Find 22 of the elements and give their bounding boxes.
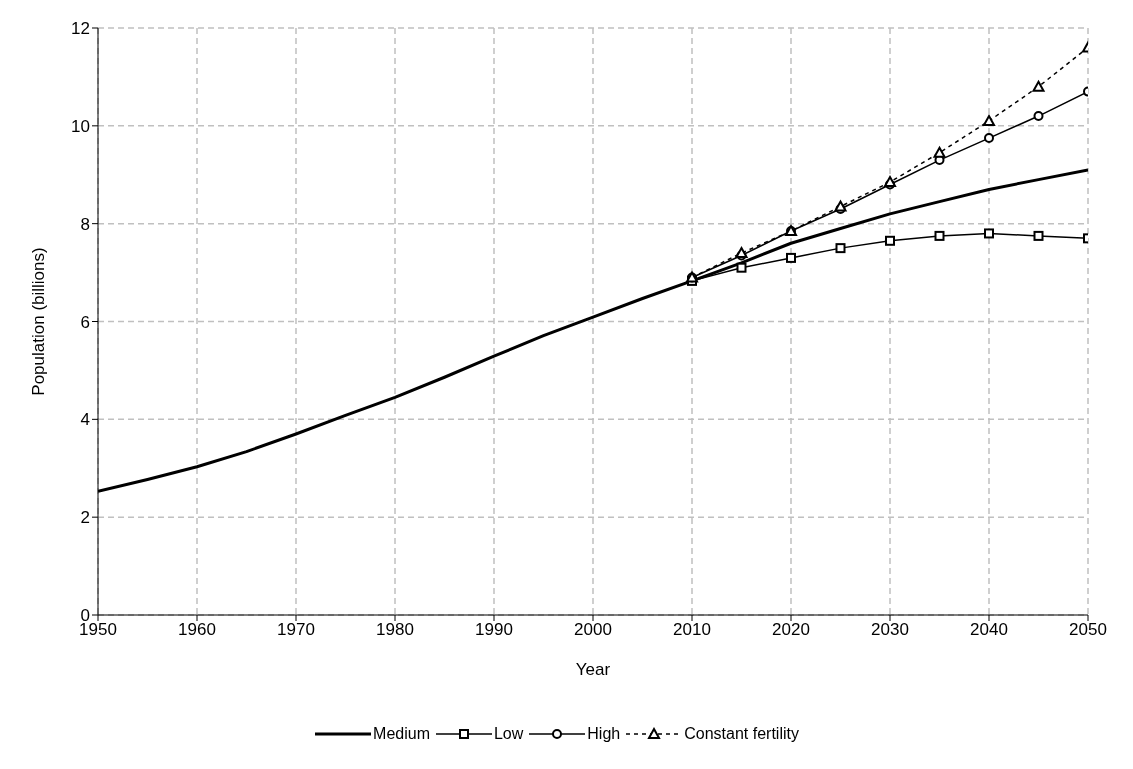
y-tick-label: 2 [80, 508, 90, 528]
legend-label: Low [493, 725, 524, 743]
legend-label: High [587, 725, 621, 743]
x-tick-label: 2000 [574, 620, 612, 640]
x-tick-label: 2030 [871, 620, 909, 640]
x-tick-label: 1990 [475, 620, 513, 640]
y-tick-label: 10 [71, 116, 90, 136]
y-tick-label: 8 [80, 214, 90, 234]
x-tick-label: 1980 [376, 620, 414, 640]
x-tick-label: 2040 [970, 620, 1008, 640]
y-tick-label: 12 [71, 19, 90, 39]
legend-label: Constant fertility [684, 725, 799, 743]
x-axis-title: Year [575, 660, 611, 679]
x-tick-label: 2010 [673, 620, 711, 640]
x-tick-label: 2020 [772, 620, 810, 640]
y-axis-title: Population (billions) [29, 247, 49, 396]
legend-label: Medium [373, 725, 430, 743]
x-tick-label: 1960 [178, 620, 216, 640]
y-tick-label: 6 [80, 312, 90, 332]
x-tick-label: 2050 [1069, 620, 1107, 640]
x-tick-label: 1970 [277, 620, 315, 640]
y-tick-label: 4 [80, 410, 90, 430]
